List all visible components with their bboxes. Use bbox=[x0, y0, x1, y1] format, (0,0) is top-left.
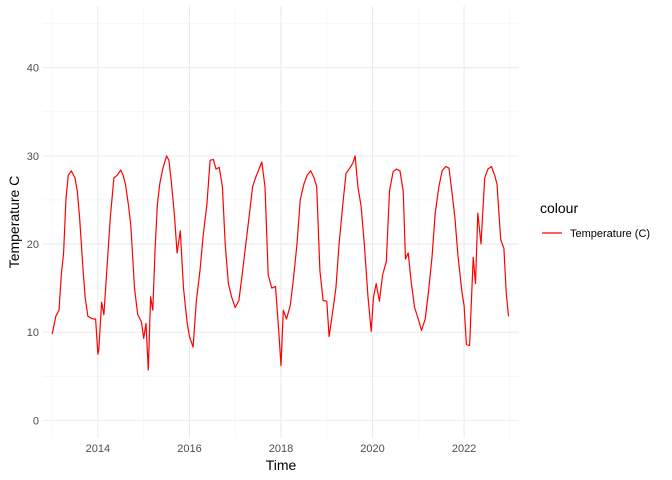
y-tick-label-0: 0 bbox=[33, 415, 39, 427]
y-tick-labels: 0 10 20 30 40 bbox=[27, 63, 39, 428]
y-tick-label-40: 40 bbox=[27, 63, 39, 75]
x-tick-label-2018: 2018 bbox=[269, 443, 293, 455]
series-layer bbox=[51, 155, 510, 371]
x-tick-label-2014: 2014 bbox=[86, 443, 110, 455]
x-tick-label-2016: 2016 bbox=[177, 443, 201, 455]
legend: colour Temperature (C) bbox=[540, 200, 650, 240]
major-gridlines bbox=[43, 6, 519, 438]
y-tick-label-10: 10 bbox=[27, 327, 39, 339]
x-tick-labels: 2014 2016 2018 2020 2022 bbox=[86, 443, 477, 455]
legend-label-temperature: Temperature (C) bbox=[570, 228, 650, 240]
series-line-temperature bbox=[51, 155, 510, 371]
y-tick-label-20: 20 bbox=[27, 239, 39, 251]
y-axis-title: Temperature C bbox=[6, 176, 22, 269]
legend-title: colour bbox=[540, 200, 578, 216]
x-tick-label-2022: 2022 bbox=[452, 443, 476, 455]
x-tick-label-2020: 2020 bbox=[360, 443, 384, 455]
x-axis-title: Time bbox=[266, 457, 297, 473]
y-tick-label-30: 30 bbox=[27, 151, 39, 163]
